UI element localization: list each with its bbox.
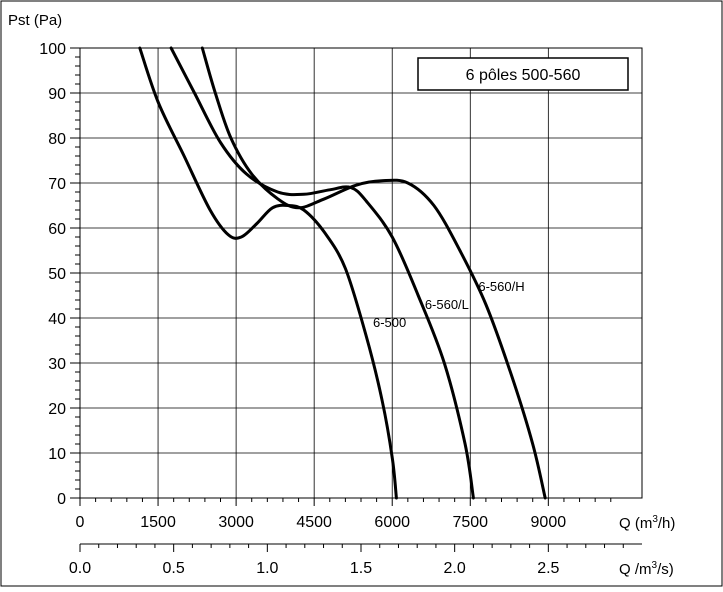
- x-axis-title-prefix: Q (m: [619, 515, 652, 532]
- x-tick-label: 1500: [140, 514, 176, 531]
- y-tick-label: 80: [48, 131, 66, 148]
- x2-tick-label: 0.5: [163, 560, 185, 577]
- x-tick-label: 9000: [531, 514, 567, 531]
- y-tick-label: 50: [48, 266, 66, 283]
- x2-tick-label: 2.5: [537, 560, 559, 577]
- series-line-6-560/H: [200, 46, 547, 500]
- y-tick-label: 70: [48, 176, 66, 193]
- legend-box: [417, 57, 629, 91]
- y-tick-label: 20: [48, 401, 66, 418]
- x-tick-label: 6000: [374, 514, 410, 531]
- y-tick-label: 0: [57, 491, 66, 508]
- y-axis-title: Pst (Pa): [8, 12, 62, 29]
- x-axis-title: Q (m3/h): [619, 514, 675, 532]
- x-tick-label: 4500: [296, 514, 332, 531]
- y-tick-label: 100: [39, 41, 66, 58]
- y-tick-label: 60: [48, 221, 66, 238]
- x2-tick-label: 1.0: [256, 560, 278, 577]
- x-axis-title-sup: 3: [652, 514, 658, 525]
- x2-tick-label: 1.5: [350, 560, 372, 577]
- axes: [70, 47, 642, 552]
- legend-box-text: 6 pôles 500-560: [466, 67, 581, 84]
- y-tick-label: 30: [48, 356, 66, 373]
- curves: [138, 46, 547, 500]
- x2-axis-title-prefix: Q /m: [619, 561, 652, 578]
- x-tick-label: 0: [76, 514, 85, 531]
- series-line-6-560/L: [169, 46, 475, 500]
- labels: 0 10 20 30 40 50 60 70 80 90 100 0 1500 3000 4500 6000 7…: [8, 12, 675, 578]
- y-tick-label: 40: [48, 311, 66, 328]
- x2-axis-title-sup: 3: [652, 560, 658, 571]
- x2-tick-label: 2.0: [444, 560, 466, 577]
- y-tick-label: 10: [48, 446, 66, 463]
- curve-label: 6-560/H: [478, 279, 524, 294]
- x2-axis-title: Q /m3/s): [619, 560, 674, 578]
- x-tick-label: 3000: [218, 514, 254, 531]
- y-tick-label: 90: [48, 86, 66, 103]
- x2-tick-label: 0.0: [69, 560, 91, 577]
- x-axis-title-suffix: /h): [658, 515, 676, 532]
- series-line-6-500: [138, 46, 398, 500]
- x-tick-label: 7500: [452, 514, 488, 531]
- curve-label: 6-500: [373, 315, 406, 330]
- x2-axis-title-suffix: /s): [657, 561, 674, 578]
- curve-label: 6-560/L: [425, 297, 469, 312]
